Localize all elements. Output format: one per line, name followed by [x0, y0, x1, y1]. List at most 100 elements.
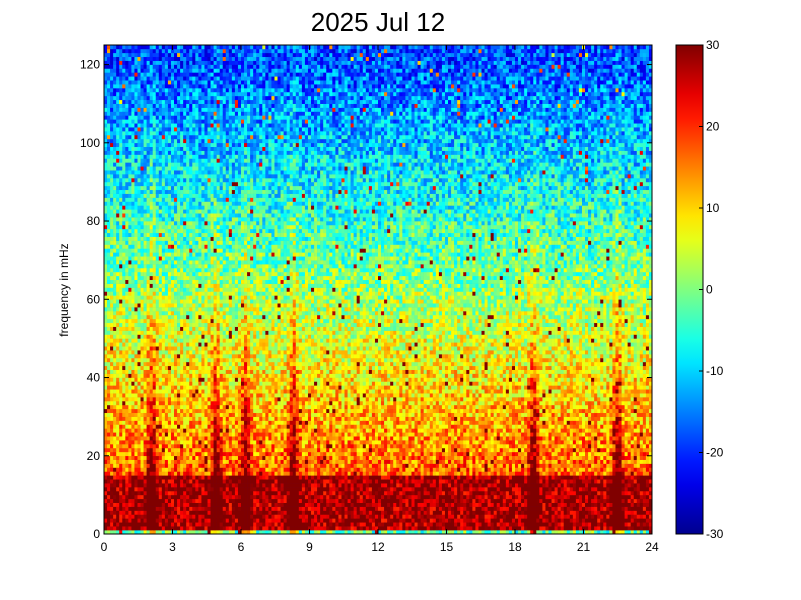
heatmap-cell: [140, 346, 144, 351]
heatmap-cell: [149, 275, 154, 281]
heatmap-cell: [216, 134, 220, 140]
heatmap-cell: [122, 334, 126, 339]
heatmap-cell: [131, 365, 135, 370]
heatmap-cell: [195, 502, 199, 507]
heatmap-cell: [104, 224, 108, 230]
heatmap-cell: [201, 424, 205, 429]
heatmap-cell: [210, 252, 214, 257]
heatmap-cell: [213, 471, 217, 476]
heatmap-cell: [143, 52, 147, 58]
heatmap-cell: [222, 471, 227, 476]
heatmap-cell: [158, 111, 163, 116]
heatmap-cell: [210, 342, 214, 347]
heatmap-cell: [107, 498, 111, 503]
heatmap-cell: [167, 412, 172, 417]
heatmap-cell: [155, 420, 160, 425]
heatmap-cell: [180, 444, 184, 449]
heatmap-cell: [180, 138, 184, 144]
heatmap-cell: [174, 267, 178, 273]
heatmap-cell: [119, 483, 123, 488]
heatmap-cell: [116, 68, 120, 73]
heatmap-cell: [113, 52, 117, 58]
heatmap-cell: [204, 455, 208, 460]
heatmap-cell: [222, 185, 227, 191]
heatmap-cell: [152, 264, 157, 269]
heatmap-cell: [146, 267, 150, 273]
heatmap-cell: [140, 404, 144, 410]
heatmap-cell: [128, 377, 132, 382]
heatmap-cell: [192, 150, 196, 155]
heatmap-cell: [195, 271, 199, 277]
heatmap-cell: [128, 326, 132, 331]
heatmap-cell: [113, 424, 117, 429]
heatmap-cell: [210, 68, 214, 73]
heatmap-cell: [155, 91, 160, 97]
heatmap-cell: [213, 252, 217, 257]
heatmap-cell: [170, 99, 175, 104]
heatmap-cell: [164, 510, 169, 515]
heatmap-cell: [146, 307, 150, 312]
heatmap-cell: [113, 526, 117, 531]
heatmap-cell: [137, 267, 141, 273]
heatmap-cell: [183, 416, 187, 421]
heatmap-cell: [213, 490, 217, 496]
heatmap-cell: [113, 197, 117, 202]
heatmap-cell: [152, 502, 157, 507]
heatmap-cell: [198, 185, 202, 191]
heatmap-cell: [204, 408, 208, 414]
heatmap-cell: [122, 530, 126, 535]
heatmap-cell: [134, 400, 138, 406]
heatmap-cell: [146, 146, 150, 151]
heatmap-cell: [116, 467, 120, 472]
heatmap-cell: [207, 127, 211, 132]
heatmap-cell: [222, 436, 227, 441]
heatmap-cell: [110, 522, 114, 527]
heatmap-cell: [204, 518, 208, 523]
heatmap-cell: [180, 514, 184, 519]
heatmap-cell: [125, 138, 129, 144]
heatmap-cell: [143, 295, 147, 300]
heatmap-cell: [222, 95, 227, 101]
heatmap-cell: [122, 393, 126, 398]
heatmap-cell: [131, 291, 135, 296]
heatmap-cell: [164, 475, 169, 480]
heatmap-cell: [198, 487, 202, 492]
heatmap-cell: [161, 424, 166, 429]
heatmap-cell: [216, 354, 220, 359]
heatmap-cell: [146, 154, 150, 159]
heatmap-cell: [213, 76, 217, 81]
heatmap-cell: [158, 506, 163, 511]
heatmap-cell: [104, 64, 108, 69]
heatmap-cell: [155, 181, 160, 187]
heatmap-cell: [192, 314, 196, 320]
heatmap-cell: [107, 170, 111, 175]
heatmap-cell: [167, 248, 172, 253]
heatmap-cell: [161, 142, 166, 148]
heatmap-cell: [222, 330, 227, 335]
heatmap-cell: [195, 88, 199, 93]
heatmap-cell: [125, 287, 129, 292]
heatmap-cell: [125, 322, 129, 327]
heatmap-cell: [216, 522, 220, 527]
heatmap-cell: [198, 506, 202, 511]
heatmap-cell: [137, 221, 141, 226]
heatmap-cell: [113, 389, 117, 394]
heatmap-cell: [186, 197, 190, 202]
heatmap-cell: [167, 221, 172, 226]
heatmap-cell: [180, 107, 184, 112]
heatmap-cell: [170, 471, 175, 476]
heatmap-cell: [219, 506, 224, 511]
heatmap-cell: [192, 48, 196, 54]
heatmap-cell: [219, 420, 224, 425]
heatmap-cell: [210, 303, 214, 308]
heatmap-cell: [198, 283, 202, 288]
heatmap-cell: [198, 45, 202, 50]
heatmap-cell: [207, 287, 211, 292]
heatmap-cell: [161, 134, 166, 140]
heatmap-cell: [146, 350, 150, 355]
heatmap-cell: [110, 318, 114, 324]
heatmap-cell: [180, 56, 184, 61]
heatmap-cell: [183, 236, 187, 241]
heatmap-cell: [189, 444, 193, 449]
heatmap-cell: [186, 487, 190, 492]
